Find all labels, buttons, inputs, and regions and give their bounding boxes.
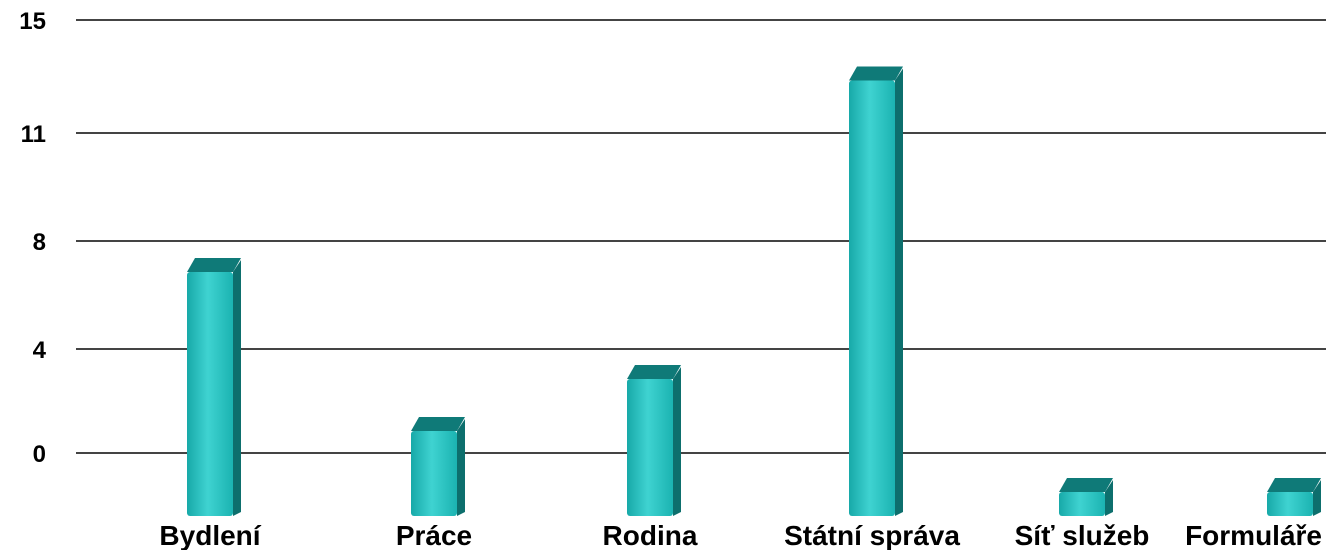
bar-side-face — [1105, 480, 1113, 516]
bar-side-face — [1313, 480, 1321, 516]
bar-front-face — [1059, 492, 1105, 516]
bar — [1059, 478, 1113, 516]
bar-front-face — [411, 431, 457, 516]
bar — [411, 417, 465, 516]
bar-top-face — [411, 417, 465, 431]
bars — [187, 66, 1321, 516]
x-category-label: Rodina — [603, 520, 698, 550]
y-axis-tick-labels: 0 4 8 11 15 — [19, 8, 46, 468]
x-category-label: Státní správa — [784, 520, 960, 550]
x-category-label: Práce — [396, 520, 472, 550]
bar-front-face — [849, 80, 895, 516]
bar-front-face — [1267, 492, 1313, 516]
y-tick-label: 8 — [33, 229, 46, 256]
bar — [849, 66, 903, 516]
bar-side-face — [673, 367, 681, 516]
bar-top-face — [187, 258, 241, 272]
y-tick-label: 0 — [33, 441, 46, 468]
bar-front-face — [627, 379, 673, 516]
bar-top-face — [1059, 478, 1113, 492]
bar — [1267, 478, 1321, 516]
gridlines — [76, 19, 1326, 454]
x-axis-category-labels: Bydlení Práce Rodina Státní správa Síť služe… — [159, 520, 1322, 550]
bar-top-face — [1267, 478, 1321, 492]
bar-side-face — [895, 68, 903, 516]
x-category-label: Bydlení — [159, 520, 261, 550]
bar-top-face — [849, 66, 903, 81]
y-tick-label: 4 — [33, 337, 47, 364]
bar-front-face — [187, 272, 233, 516]
bar — [627, 365, 681, 516]
y-tick-label: 15 — [19, 8, 46, 35]
bar-side-face — [457, 419, 465, 516]
x-category-label: Síť služeb — [1015, 520, 1150, 550]
x-category-label: Formuláře — [1185, 520, 1322, 550]
bar — [187, 258, 241, 516]
bar-side-face — [233, 260, 241, 516]
bar-top-face — [627, 365, 681, 379]
y-tick-label: 11 — [21, 121, 46, 148]
